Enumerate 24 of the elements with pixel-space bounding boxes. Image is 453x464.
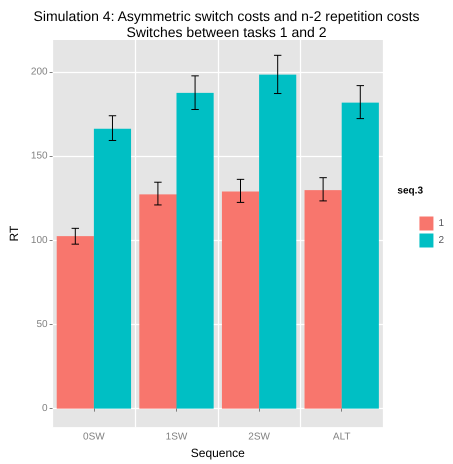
bar	[222, 191, 260, 409]
bar	[176, 92, 214, 409]
y-tick-label: 100	[30, 234, 48, 246]
y-tick-label: 200	[30, 66, 48, 78]
x-tick-label: ALT	[332, 432, 351, 443]
bar	[259, 74, 296, 409]
x-axis-title: Sequence	[190, 446, 246, 460]
bar	[56, 236, 94, 409]
y-axis-title: RT	[7, 224, 21, 242]
legend-title: seq.3	[397, 186, 424, 196]
x-tick-label: 2SW	[248, 432, 270, 443]
bar	[139, 194, 176, 409]
x-tick-label: 1SW	[166, 432, 188, 443]
bar	[94, 128, 132, 409]
x-tick-label: 0SW	[83, 432, 106, 443]
y-tick-label: 0	[42, 403, 48, 414]
y-tick-label: 150	[30, 150, 48, 162]
chart-subtitle: Switches between tasks 1 and 2	[126, 24, 327, 40]
y-tick-label: 50	[36, 318, 48, 330]
legend-label: 1	[438, 218, 444, 229]
bar	[342, 102, 379, 409]
chart-title: Simulation 4: Asymmetric switch costs and n-2 repetition costs	[34, 8, 420, 24]
legend-label: 2	[438, 235, 444, 246]
bar	[304, 190, 342, 409]
